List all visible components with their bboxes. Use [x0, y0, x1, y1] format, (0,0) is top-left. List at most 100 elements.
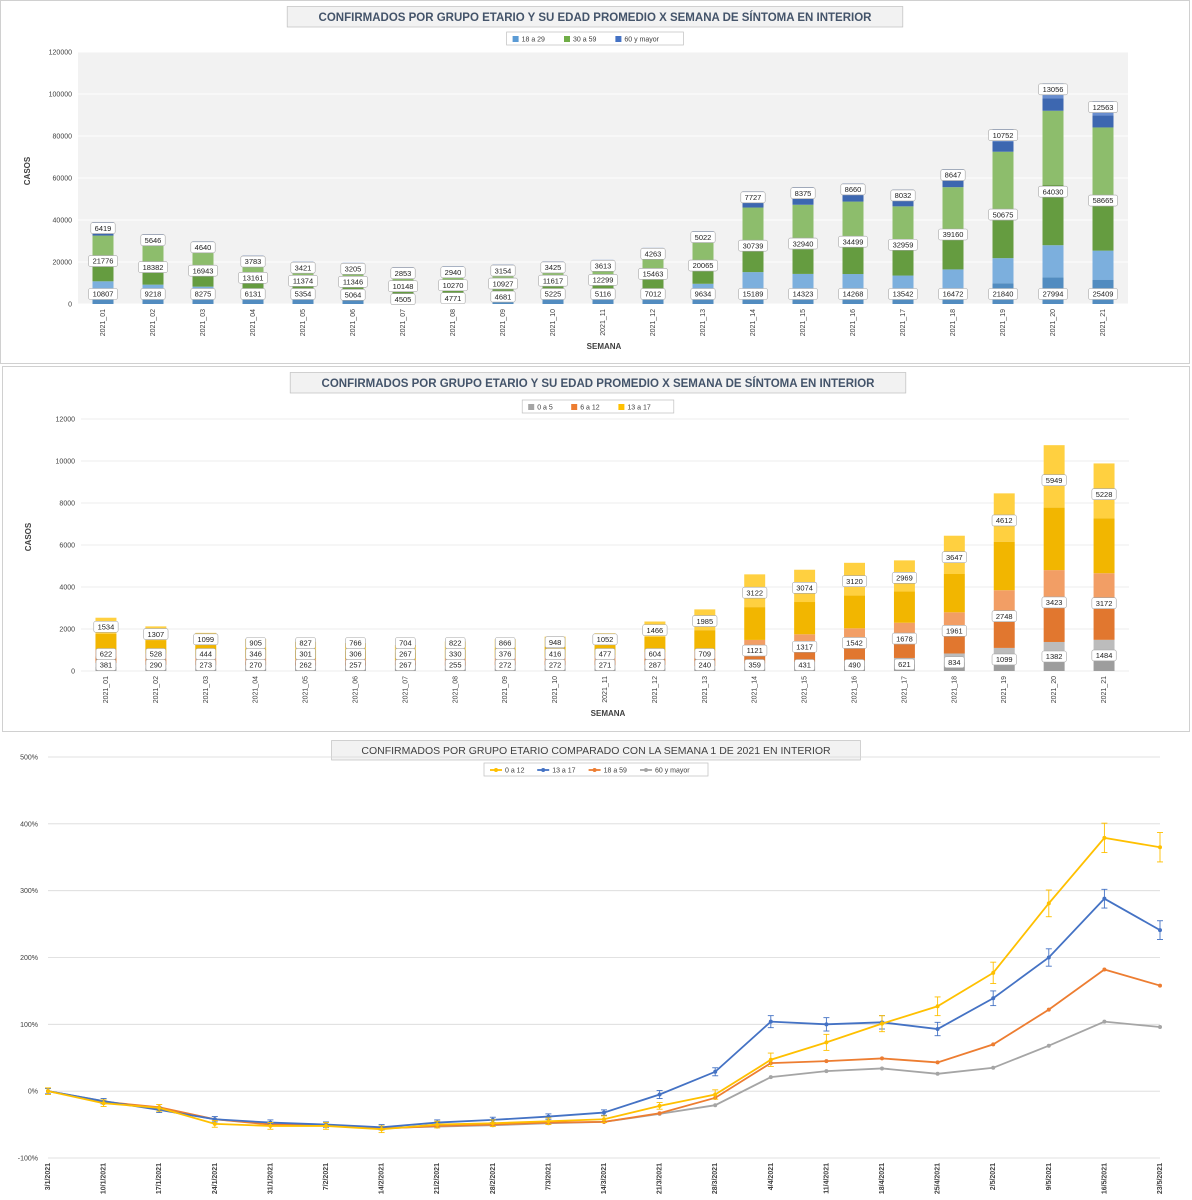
x-tick-label: 2021_18	[951, 676, 958, 703]
data-label-6 a 12-2021_12-box	[644, 648, 666, 660]
data-label-30 a 59-2021_05-box	[288, 275, 318, 287]
bar-30 a 59-2021_19-lower	[992, 210, 1014, 259]
point-0 a 12-7/3/2021	[546, 1119, 551, 1124]
data-label-30 a 59-2021_14-box	[738, 239, 768, 252]
x-tick-label: 11/4/2021	[823, 1163, 830, 1194]
data-label-18 a 29-2021_07: 4505	[395, 295, 412, 304]
data-label-6 a 12-2021_17: 1678	[896, 634, 913, 643]
data-label-30 a 59-2021_17-box	[888, 238, 918, 251]
y-tick-label: 400%	[20, 821, 38, 828]
data-label-13 a 17-2021_01-box	[93, 620, 119, 633]
data-label-60 y mayor-2021_18: 8647	[945, 171, 962, 180]
x-tick-label: 2021_07	[400, 309, 407, 336]
legend-box	[506, 31, 684, 46]
data-label-0 a 5-2021_07: 267	[399, 661, 412, 670]
data-label-60 y mayor-2021_15-box	[790, 187, 816, 199]
point-0 a 12-28/2/2021	[490, 1121, 495, 1126]
data-label-13 a 17-2021_05-box	[295, 637, 316, 649]
data-label-60 y mayor-2021_19: 10752	[993, 131, 1014, 140]
data-label-18 a 29-2021_21-box	[1088, 288, 1118, 300]
data-label-30 a 59-2021_05: 11374	[293, 277, 313, 286]
legend-label-0: 0 a 12	[505, 768, 525, 775]
point-18 a 59-9/5/2021	[1046, 1007, 1051, 1012]
bar-30 a 59-2021_13	[692, 241, 714, 265]
x-tick-label: 2/5/2021	[990, 1163, 997, 1190]
data-label-6 a 12-2021_15-box	[792, 640, 818, 653]
bar-13 a 17-2021_19-lower	[993, 541, 1015, 591]
bar-30 a 59-2021_16	[842, 201, 864, 242]
x-tick-label: 2021_14	[750, 309, 757, 336]
data-label-13 a 17-2021_16: 3120	[846, 577, 863, 586]
data-label-30 a 59-2021_09-box	[488, 277, 518, 290]
y-tick-label: 100%	[20, 1022, 38, 1029]
x-tick-label: 18/4/2021	[879, 1163, 886, 1194]
data-label-18 a 29-2021_13: 9634	[695, 290, 712, 299]
data-label-13 a 17-2021_15-box	[792, 582, 818, 594]
data-label-60 y mayor-2021_19-box	[988, 129, 1018, 141]
bar-30 a 59-2021_10-lower	[542, 282, 564, 294]
data-label-60 y mayor-2021_21: 12563	[1093, 103, 1114, 112]
legend-box	[521, 399, 675, 414]
data-label-60 y mayor-2021_08: 2940	[445, 268, 462, 277]
bar-60 y mayor-2021_19-lower	[992, 141, 1014, 152]
point-60 y mayor-4/4/2021	[768, 1075, 773, 1080]
bar-18 a 29-2021_21	[1092, 250, 1114, 280]
data-label-18 a 29-2021_19: 21840	[993, 290, 1014, 299]
bar-6 a 12-2021_17-lower	[893, 640, 915, 658]
y-tick-label: -100%	[18, 1156, 38, 1163]
data-label-13 a 17-2021_10-box	[544, 636, 566, 649]
x-tick-label: 10/1/2021	[101, 1163, 108, 1194]
data-label-0 a 5-2021_20: 1382	[1046, 652, 1063, 661]
data-label-60 y mayor-2021_04: 3783	[245, 257, 262, 266]
legend-label-0: 0 a 5	[537, 405, 553, 412]
y-axis-title: CASOS	[24, 522, 33, 551]
data-label-13 a 17-2021_14: 3122	[746, 588, 763, 597]
point-0 a 12-4/4/2021	[768, 1057, 773, 1062]
x-tick-label: 2021_17	[900, 309, 907, 336]
bar-60 y mayor-2021_16-lower	[842, 193, 864, 202]
x-tick-label: 2021_13	[702, 676, 709, 703]
line-chart-relative-change: CONFIRMADOS POR GRUPO ETARIO COMPARADO C…	[18, 740, 1164, 1194]
data-label-6 a 12-2021_14: 1121	[747, 646, 763, 655]
data-label-18 a 29-2021_03-box	[190, 288, 216, 300]
legend-marker-0	[494, 768, 498, 772]
bar-18 a 29-2021_18	[942, 269, 964, 289]
data-label-0 a 5-2021_02: 290	[150, 661, 163, 670]
data-label-6 a 12-2021_18-box	[941, 625, 967, 637]
x-tick-label: 2021_01	[100, 309, 107, 336]
data-label-30 a 59-2021_14: 30739	[743, 241, 764, 250]
x-tick-label: 2021_14	[752, 676, 759, 703]
x-tick-label: 2021_12	[652, 676, 659, 703]
point-13 a 17-11/4/2021	[824, 1022, 829, 1027]
y-tick-label: 60000	[53, 176, 73, 183]
data-label-6 a 12-2021_14-box	[742, 644, 768, 657]
data-label-18 a 29-2021_07-box	[390, 293, 416, 306]
data-label-13 a 17-2021_09: 866	[499, 639, 512, 648]
data-label-0 a 5-2021_04: 270	[249, 661, 262, 670]
x-tick-label: 2021_20	[1050, 309, 1057, 336]
chart-panel-3: CONFIRMADOS POR GRUPO ETARIO COMPARADO C…	[0, 734, 1192, 1200]
data-label-60 y mayor-2021_02-box	[140, 234, 166, 246]
data-label-13 a 17-2021_08-box	[445, 637, 466, 649]
x-tick-label: 2021_03	[200, 309, 207, 336]
data-label-60 y mayor-2021_05-box	[290, 261, 316, 274]
data-label-30 a 59-2021_16-box	[838, 235, 868, 248]
data-label-6 a 12-2021_16-box	[842, 637, 868, 649]
point-60 y mayor-9/5/2021	[1046, 1043, 1051, 1048]
bar-30 a 59-2021_19	[992, 151, 1014, 211]
x-tick-label: 2021_17	[901, 676, 908, 703]
data-label-60 y mayor-2021_11: 3613	[595, 262, 612, 271]
data-label-30 a 59-2021_20-box	[1038, 185, 1068, 198]
data-label-6 a 12-2021_02: 528	[150, 650, 163, 659]
x-tick-label: 2021_06	[352, 676, 359, 703]
data-label-60 y mayor-2021_13-box	[690, 231, 716, 243]
data-label-18 a 29-2021_21: 25409	[1093, 290, 1114, 299]
data-label-0 a 5-2021_20-box	[1041, 650, 1067, 663]
bar-30 a 59-2021_18	[942, 187, 964, 233]
bar-13 a 17-2021_21-lower	[1093, 518, 1115, 574]
data-label-6 a 12-2021_12: 604	[649, 650, 662, 659]
data-label-60 y mayor-2021_12-box	[640, 248, 666, 260]
legend-swatch-2	[615, 36, 622, 42]
bar-30 a 59-2021_07	[392, 273, 414, 285]
data-label-18 a 29-2021_05: 5354	[295, 290, 312, 299]
